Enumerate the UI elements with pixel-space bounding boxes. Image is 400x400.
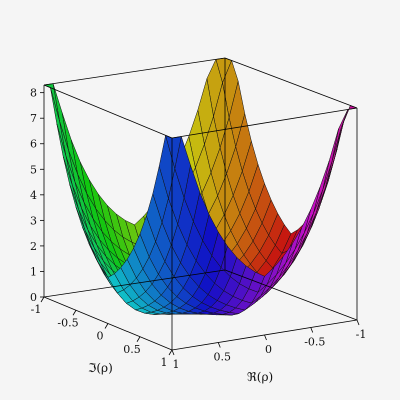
z-tick-label: 6 bbox=[30, 138, 37, 151]
tick-mark bbox=[72, 310, 77, 316]
x-axis-label: ℜ(ρ) bbox=[247, 370, 273, 384]
tick-mark bbox=[171, 349, 175, 356]
x-tick-label: 1 bbox=[173, 358, 180, 371]
tick-mark bbox=[104, 323, 109, 329]
z-tick-label: 2 bbox=[30, 240, 37, 253]
box-top-edge bbox=[43, 84, 173, 139]
box-bottom-edge bbox=[224, 269, 358, 321]
y-axis-label: ℑ(ρ) bbox=[88, 361, 113, 375]
x-tick-label: -0.5 bbox=[304, 336, 325, 349]
z-tick-label: 3 bbox=[30, 214, 37, 227]
surface-patch bbox=[313, 160, 330, 214]
tick-mark bbox=[310, 327, 314, 333]
surface-mesh bbox=[43, 57, 358, 316]
z-tick-label: 8 bbox=[30, 87, 37, 100]
tick-mark bbox=[264, 334, 267, 341]
y-tick-label: 1 bbox=[161, 356, 168, 369]
box-top-edge bbox=[43, 57, 226, 86]
tick-mark bbox=[168, 349, 173, 356]
z-tick-label: 7 bbox=[30, 112, 37, 125]
z-tick-label: 4 bbox=[30, 189, 37, 202]
x-tick-label: -1 bbox=[356, 328, 367, 341]
y-tick-label: 0.5 bbox=[123, 343, 141, 356]
tick-mark bbox=[217, 342, 221, 348]
z-tick-label: 0 bbox=[30, 291, 37, 304]
tick-mark bbox=[136, 336, 141, 342]
tick-mark bbox=[356, 319, 360, 326]
z-tick-label: 5 bbox=[30, 163, 37, 176]
box-top-edge bbox=[171, 107, 358, 139]
z-tick-label: 1 bbox=[30, 266, 37, 279]
x-tick-label: 0.5 bbox=[214, 351, 232, 364]
tick-mark bbox=[40, 296, 45, 303]
x-tick-label: 0 bbox=[265, 343, 272, 356]
box-top-edge bbox=[224, 57, 358, 109]
box-bottom-edge bbox=[43, 269, 226, 298]
y-tick-label: -0.5 bbox=[57, 316, 78, 329]
surface-patch bbox=[322, 128, 339, 190]
surface-patch bbox=[340, 105, 358, 128]
y-tick-label: -1 bbox=[31, 303, 42, 316]
y-tick-label: 0 bbox=[97, 330, 104, 343]
